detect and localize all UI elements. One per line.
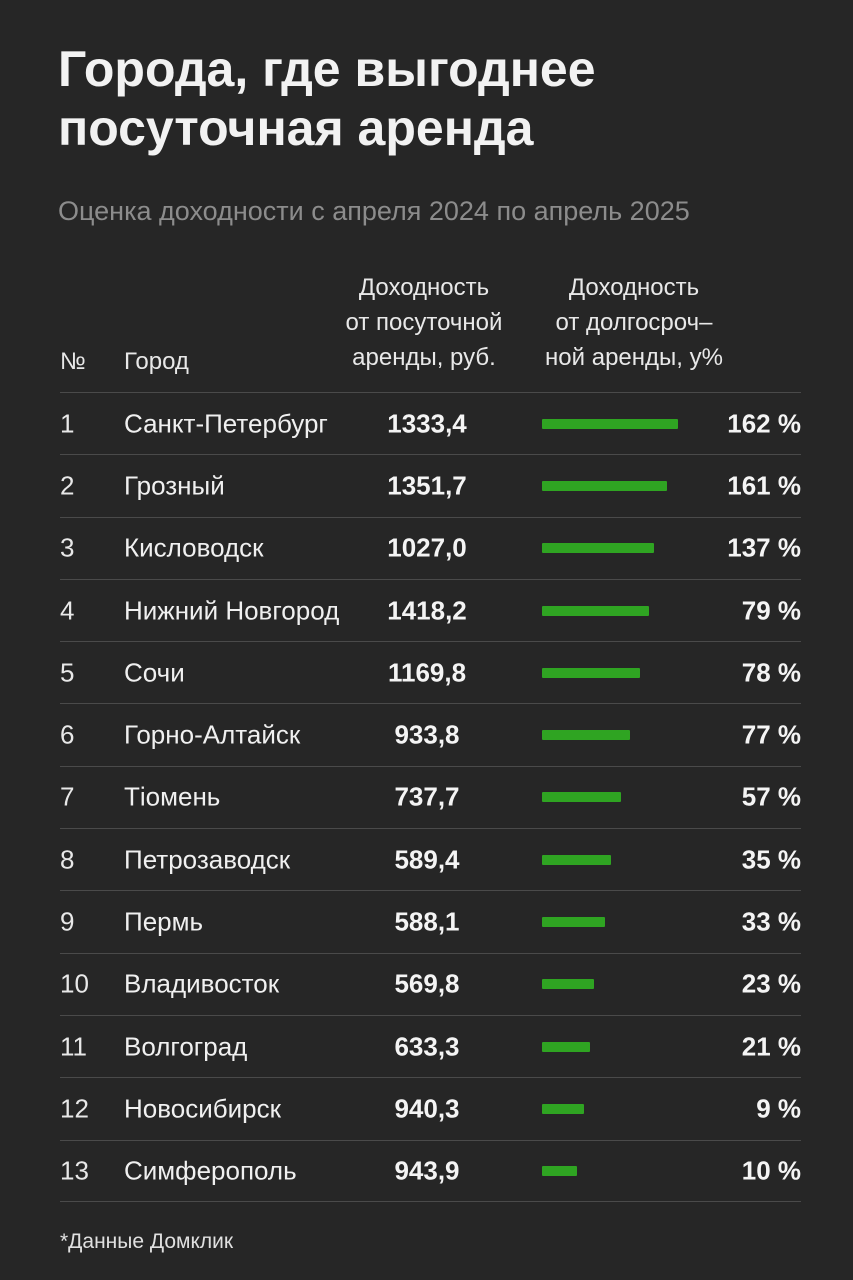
daily-income-value: 1333,4: [387, 408, 467, 439]
table-row: 10 Владивосток 569,8 23 %: [60, 952, 801, 1015]
city-name: Нижний Новгород: [124, 595, 340, 626]
city-name: Сочи: [124, 657, 185, 688]
city-name: Волгоград: [124, 1031, 248, 1062]
city-name: Грозный: [124, 470, 225, 501]
title-line-2: посуточная аренда: [58, 100, 534, 156]
row-number: 12: [60, 1093, 89, 1124]
daily-income-value: 933,8: [394, 719, 460, 750]
city-name: Санкт-Петербург: [124, 408, 328, 439]
percent-bar: [542, 917, 605, 928]
daily-income-value: 633,3: [394, 1031, 460, 1062]
daily-income-value: 569,8: [394, 968, 460, 999]
header-daily-line-2: от посуточной: [345, 309, 503, 336]
daily-income-value: 1027,0: [387, 532, 467, 563]
row-number: 3: [60, 532, 75, 563]
row-number: 10: [60, 968, 89, 999]
daily-income-value: 1169,8: [387, 657, 467, 688]
daily-income-value: 1418,2: [387, 595, 467, 626]
city-name: Владивосток: [124, 968, 280, 999]
daily-income-value: 737,7: [394, 781, 460, 812]
percent-value: 162 %: [727, 408, 801, 439]
row-number: 11: [60, 1031, 87, 1062]
table-row: 11 Волгоград 633,3 21 %: [60, 1014, 801, 1077]
page-title: Города, где выгоднее посуточная аренда: [58, 40, 838, 158]
table-row: 2 Грозный 1351,7 161 %: [60, 454, 801, 516]
header-long-line-1: Доходность: [568, 274, 700, 301]
table-row: 5 Сочи 1169,8 78 %: [60, 641, 801, 703]
percent-bar: [542, 979, 594, 990]
percent-value: 79 %: [741, 595, 801, 626]
row-number: 7: [60, 781, 75, 812]
daily-income-value: 588,1: [394, 906, 460, 937]
table-row: 1 Санкт-Петербург 1333,4 162 %: [60, 392, 801, 454]
percent-value: 10 %: [741, 1155, 801, 1186]
table-row: 8 Петрозаводск 589,4 35 %: [60, 828, 801, 890]
table-row: 3 Кисловодск 1027,0 137 %: [60, 516, 801, 579]
header-long-line-3: ной аренды, у%: [545, 344, 723, 371]
row-number: 9: [60, 906, 75, 937]
daily-income-value: 943,9: [394, 1155, 460, 1186]
header-daily-income: Доходность от посуточной аренды, руб.: [326, 270, 522, 375]
daily-income-value: 1351,7: [387, 470, 467, 501]
row-number: 2: [60, 470, 75, 501]
table-row: 12 Новосибирск 940,3 9 %: [60, 1077, 801, 1139]
row-number: 4: [60, 595, 75, 626]
header-longterm-income: Доходность от долгосроч– ной аренды, у%: [534, 270, 734, 375]
percent-bar: [542, 1165, 577, 1176]
city-name: Симферополь: [124, 1155, 297, 1186]
table-row: 7 Тіомень 737,7 57 %: [60, 765, 801, 828]
percent-bar: [542, 854, 611, 865]
percent-bar: [542, 543, 654, 554]
percent-value: 33 %: [741, 906, 801, 937]
percent-bar: [542, 605, 649, 616]
city-name: Горно-Алтайск: [124, 719, 301, 750]
header-city: Город: [124, 348, 189, 375]
percent-value: 35 %: [741, 844, 801, 875]
city-name: Петрозаводск: [124, 844, 291, 875]
row-number: 5: [60, 657, 75, 688]
header-daily-line-1: Доходность: [358, 274, 490, 301]
table-row: 9 Пермь 588,1 33 %: [60, 890, 801, 952]
title-line-1: Города, где выгоднее: [58, 41, 596, 97]
percent-bar: [542, 667, 640, 678]
subtitle: Оценка доходности с апреля 2024 по апрел…: [58, 196, 690, 226]
percent-value: 23 %: [741, 968, 801, 999]
percent-value: 9 %: [756, 1093, 801, 1124]
percent-bar: [542, 730, 630, 741]
row-number: 13: [60, 1155, 89, 1186]
table-body: 1 Санкт-Петербург 1333,4 162 % 2 Грозный 1351,…: [60, 392, 801, 1202]
percent-bar: [542, 1041, 590, 1052]
percent-value: 137 %: [727, 532, 801, 563]
percent-bar: [542, 418, 678, 429]
city-name: Тіомень: [124, 781, 221, 812]
city-name: Кисловодск: [124, 532, 264, 563]
header-num: №: [60, 348, 86, 375]
daily-income-value: 589,4: [394, 844, 460, 875]
daily-income-value: 940,3: [394, 1093, 460, 1124]
header-long-line-2: от долгосроч–: [555, 309, 713, 336]
percent-value: 21 %: [741, 1031, 801, 1062]
percent-value: 77 %: [741, 719, 801, 750]
percent-value: 78 %: [741, 657, 801, 688]
row-number: 6: [60, 719, 75, 750]
city-name: Пермь: [124, 906, 204, 937]
table-row: 4 Нижний Новгород 1418,2 79 %: [60, 578, 801, 641]
percent-bar: [542, 1103, 584, 1114]
city-name: Новосибирск: [124, 1093, 281, 1124]
header-daily-line-3: аренды, руб.: [352, 344, 496, 371]
percent-bar: [542, 792, 621, 803]
row-number: 8: [60, 844, 75, 875]
row-number: 1: [60, 408, 75, 439]
percent-bar: [542, 480, 667, 491]
table-row: 13 Симферополь 943,9 10 %: [60, 1139, 801, 1202]
percent-value: 57 %: [741, 781, 801, 812]
footnote: *Данные Домклик: [60, 1230, 234, 1253]
percent-value: 161 %: [727, 470, 801, 501]
table-row: 6 Горно-Алтайск 933,8 77 %: [60, 703, 801, 765]
